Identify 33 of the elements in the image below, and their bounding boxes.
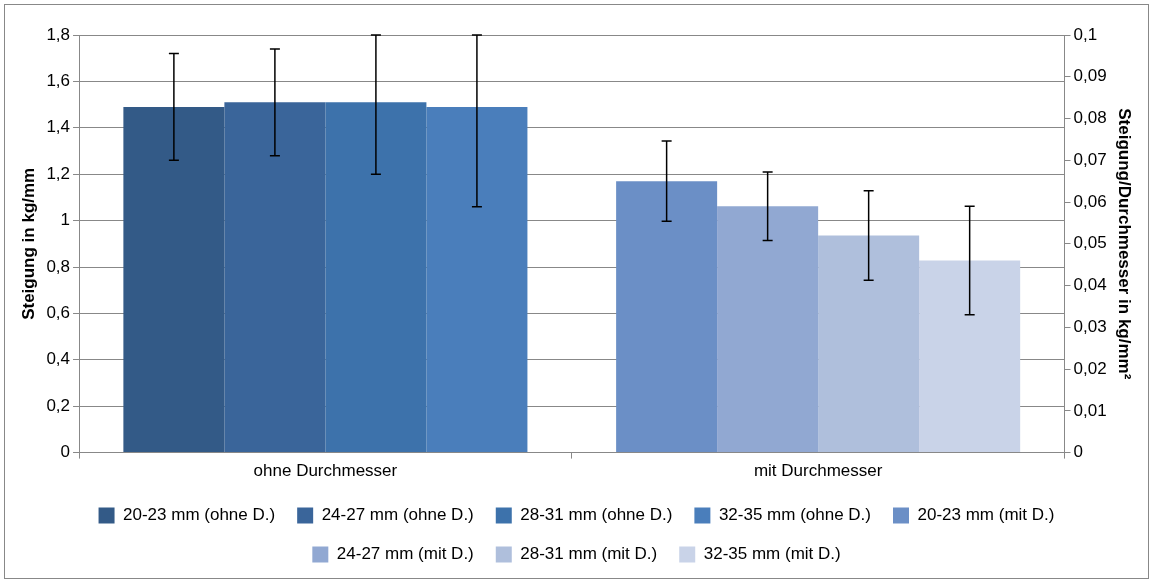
- y2-tick-label: 0,04: [1073, 275, 1107, 295]
- y2-tick-label: 0,05: [1073, 233, 1107, 253]
- y-tick-label: 1,6: [46, 71, 71, 91]
- y-tick-label: 1,4: [46, 117, 71, 137]
- legend-label: 24-27 mm (ohne D.): [321, 505, 474, 525]
- y2-tick-label: 0,01: [1073, 400, 1107, 420]
- y-tick-label: 1: [60, 210, 71, 230]
- y-tick-label: 0,8: [46, 256, 71, 276]
- legend-label: 20-23 mm (ohne D.): [123, 505, 276, 525]
- legend-label: 32-35 mm (mit D.): [703, 544, 841, 564]
- y-tick-label: 0: [60, 442, 71, 462]
- y-tick-label: 0,4: [46, 349, 71, 369]
- y2-tick-label: 0,07: [1073, 149, 1107, 169]
- legend-label: 28-31 mm (ohne D.): [520, 505, 673, 525]
- y2-tick-label: 0,06: [1073, 191, 1107, 211]
- y2-tick-label: 0,08: [1073, 108, 1107, 128]
- y-axis-title: Steigung in kg/mm: [18, 167, 38, 320]
- x-tick-label: ohne Durchmesser: [253, 461, 398, 481]
- y-tick-label: 1,2: [46, 163, 71, 183]
- y2-tick-label: 0,1: [1073, 24, 1098, 44]
- legend-label: 20-23 mm (mit D.): [917, 505, 1055, 525]
- y2-tick-label: 0,02: [1073, 358, 1107, 378]
- y2-tick-label: 0,03: [1073, 317, 1107, 337]
- legend-label: 32-35 mm (ohne D.): [718, 505, 872, 525]
- y-tick-label: 0,6: [46, 303, 71, 323]
- legend-label: 24-27 mm (mit D.): [336, 544, 474, 564]
- y-tick-label: 0,2: [46, 395, 71, 415]
- y-tick-label: 1,8: [46, 24, 71, 44]
- x-tick-label: mit Durchmesser: [753, 461, 883, 481]
- y2-tick-label: 0,09: [1073, 66, 1107, 86]
- legend-label: 28-31 mm (mit D.): [520, 544, 658, 564]
- y2-tick-label: 0: [1073, 442, 1083, 462]
- y2-axis-title: Steigung/Durchmesser in kg/mm²: [1115, 108, 1135, 380]
